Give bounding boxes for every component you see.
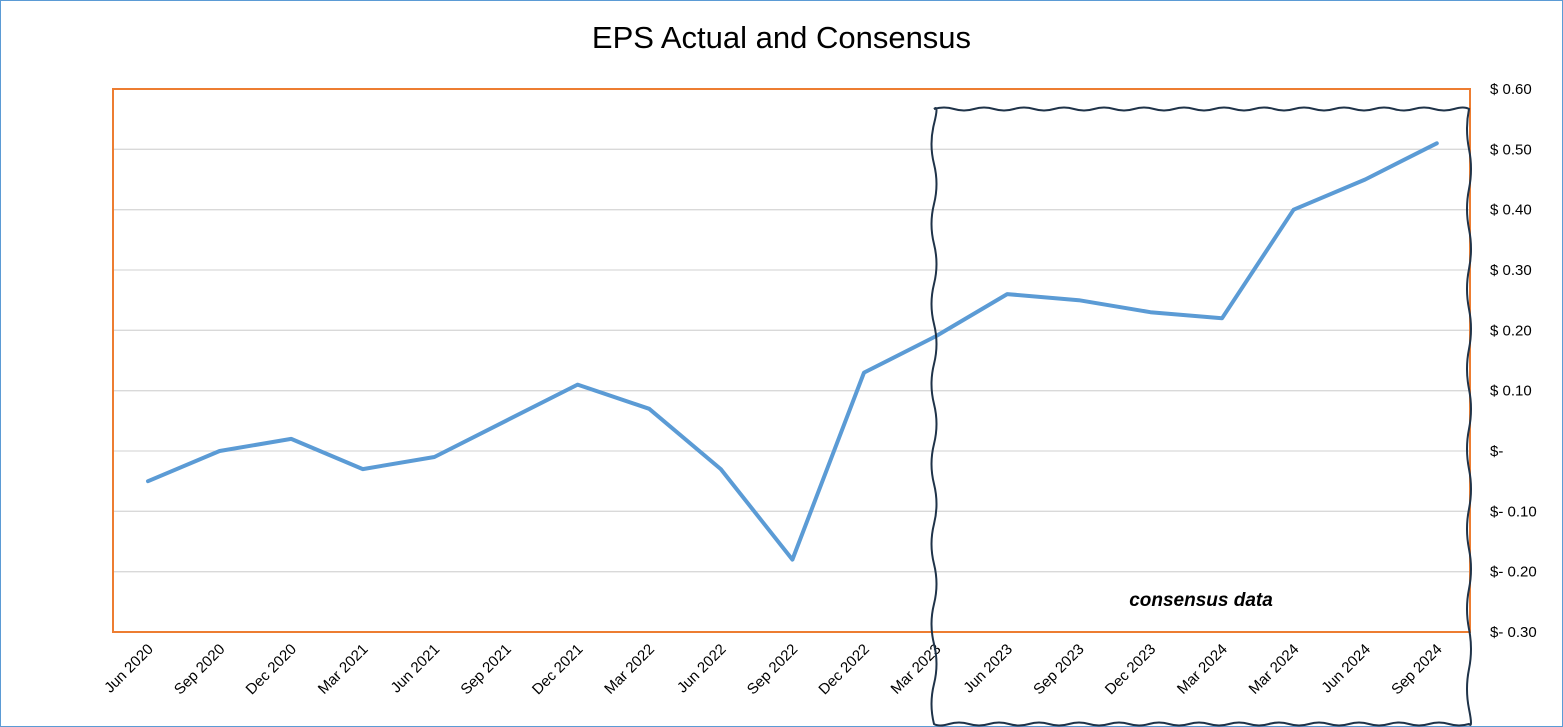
x-tick-label: Sep 2023 — [1030, 641, 1087, 698]
x-tick-label: Dec 2023 — [1102, 641, 1159, 698]
x-tick-label: Mar 2024 — [1174, 641, 1231, 698]
y-tick-label: $ 0.30 — [1490, 262, 1532, 279]
chart-title: EPS Actual and Consensus — [591, 20, 972, 55]
x-tick-label: Mar 2021 — [315, 641, 372, 698]
y-tick-label: $- 0.10 — [1490, 503, 1537, 520]
x-tick-label: Sep 2021 — [457, 641, 514, 698]
x-axis-tick-labels: Jun 2020 Sep 2020 Dec 2020 Mar 2021 Jun 2021… — [101, 641, 1445, 698]
x-tick-label: Mar 2024 — [1246, 641, 1303, 698]
x-tick-label: Sep 2024 — [1388, 641, 1445, 698]
x-tick-label: Jun 2024 — [1318, 641, 1374, 697]
x-tick-label: Jun 2020 — [101, 641, 157, 697]
consensus-data-box — [930, 106, 1472, 727]
y-axis-tick-labels: $ 0.60 $ 0.50 $ 0.40 $ 0.30 $ 0.20 $ 0.10 $- $-… — [1490, 81, 1537, 641]
plot-area-border — [112, 88, 1471, 633]
x-tick-label: Dec 2020 — [243, 641, 300, 698]
x-tick-label: Dec 2021 — [529, 641, 586, 698]
x-tick-label: Jun 2022 — [674, 641, 730, 697]
y-tick-label: $ 0.50 — [1490, 141, 1532, 158]
eps-series-line — [146, 141, 1439, 562]
y-tick-label: $ 0.40 — [1490, 202, 1532, 219]
x-tick-label: Mar 2022 — [601, 641, 658, 698]
y-tick-label: $- — [1490, 443, 1503, 460]
y-tick-label: $ 0.60 — [1490, 81, 1532, 98]
x-tick-label: Jun 2023 — [960, 641, 1016, 697]
y-tick-label: $- 0.30 — [1490, 624, 1537, 641]
y-tick-label: $- 0.20 — [1490, 564, 1537, 581]
x-tick-label: Dec 2022 — [815, 641, 872, 698]
y-tick-label: $ 0.10 — [1490, 383, 1532, 400]
gridlines — [113, 88, 1470, 633]
x-tick-label: Jun 2021 — [388, 641, 444, 697]
x-tick-label: Sep 2022 — [744, 641, 801, 698]
x-tick-label: Sep 2020 — [171, 641, 228, 698]
consensus-data-label: consensus data — [1129, 590, 1273, 611]
y-tick-label: $ 0.20 — [1490, 322, 1532, 339]
